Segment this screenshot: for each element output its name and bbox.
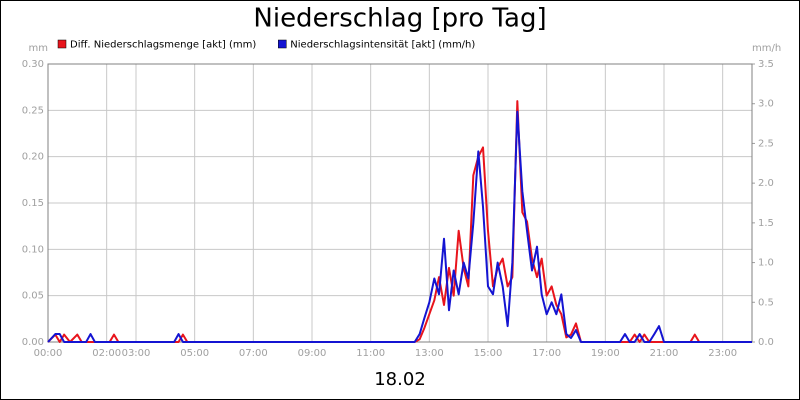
x-tick-label: 09:00 bbox=[298, 348, 327, 359]
x-tick-label: 11:00 bbox=[356, 348, 385, 359]
x-tick-label: 15:00 bbox=[474, 348, 503, 359]
y-tick-label: 0.15 bbox=[22, 198, 44, 209]
y-tick-label: 0.00 bbox=[22, 337, 44, 348]
x-tick-label: 23:00 bbox=[708, 348, 737, 359]
y-tick-label: 0.05 bbox=[22, 291, 44, 302]
series-line bbox=[47, 110, 752, 343]
y2-tick-label: 0.5 bbox=[758, 297, 774, 308]
y-tick-label: 0.30 bbox=[22, 59, 44, 70]
y2-tick-label: 1.0 bbox=[758, 258, 774, 269]
x-tick-label: 07:00 bbox=[239, 348, 268, 359]
y-tick-label: 0.25 bbox=[22, 105, 44, 116]
x-tick-label: 13:00 bbox=[415, 348, 444, 359]
y2-tick-label: 0.0 bbox=[758, 337, 774, 348]
x-axis-label: 18.02 bbox=[374, 369, 426, 390]
x-tick-label: 19:00 bbox=[591, 348, 620, 359]
x-tick-label: 17:00 bbox=[532, 348, 561, 359]
legend-swatch bbox=[278, 39, 287, 49]
x-tick-label: 03:00 bbox=[122, 348, 151, 359]
y2-tick-label: 3.0 bbox=[758, 99, 774, 110]
y-tick-label: 0.10 bbox=[22, 244, 44, 255]
y2-tick-label: 1.5 bbox=[758, 218, 774, 229]
y2-tick-label: 2.5 bbox=[758, 138, 774, 149]
y-axis-unit: mm bbox=[29, 43, 48, 54]
y2-tick-label: 3.5 bbox=[758, 59, 774, 70]
x-tick-label: 05:00 bbox=[180, 348, 209, 359]
legend-swatch bbox=[57, 39, 67, 49]
x-tick-label: 21:00 bbox=[650, 348, 679, 359]
legend-label: Niederschlagsintensität [akt] (mm/h) bbox=[290, 40, 475, 51]
x-tick-label: 02:00 bbox=[92, 348, 121, 359]
y2-tick-label: 2.0 bbox=[758, 178, 774, 189]
y-tick-label: 0.20 bbox=[22, 152, 44, 163]
chart-title: Niederschlag [pro Tag] bbox=[253, 4, 546, 34]
legend-label: Diff. Niederschlagsmenge [akt] (mm) bbox=[70, 40, 256, 51]
y2-axis-unit: mm/h bbox=[752, 43, 781, 54]
x-tick-label: 00:00 bbox=[34, 348, 63, 359]
